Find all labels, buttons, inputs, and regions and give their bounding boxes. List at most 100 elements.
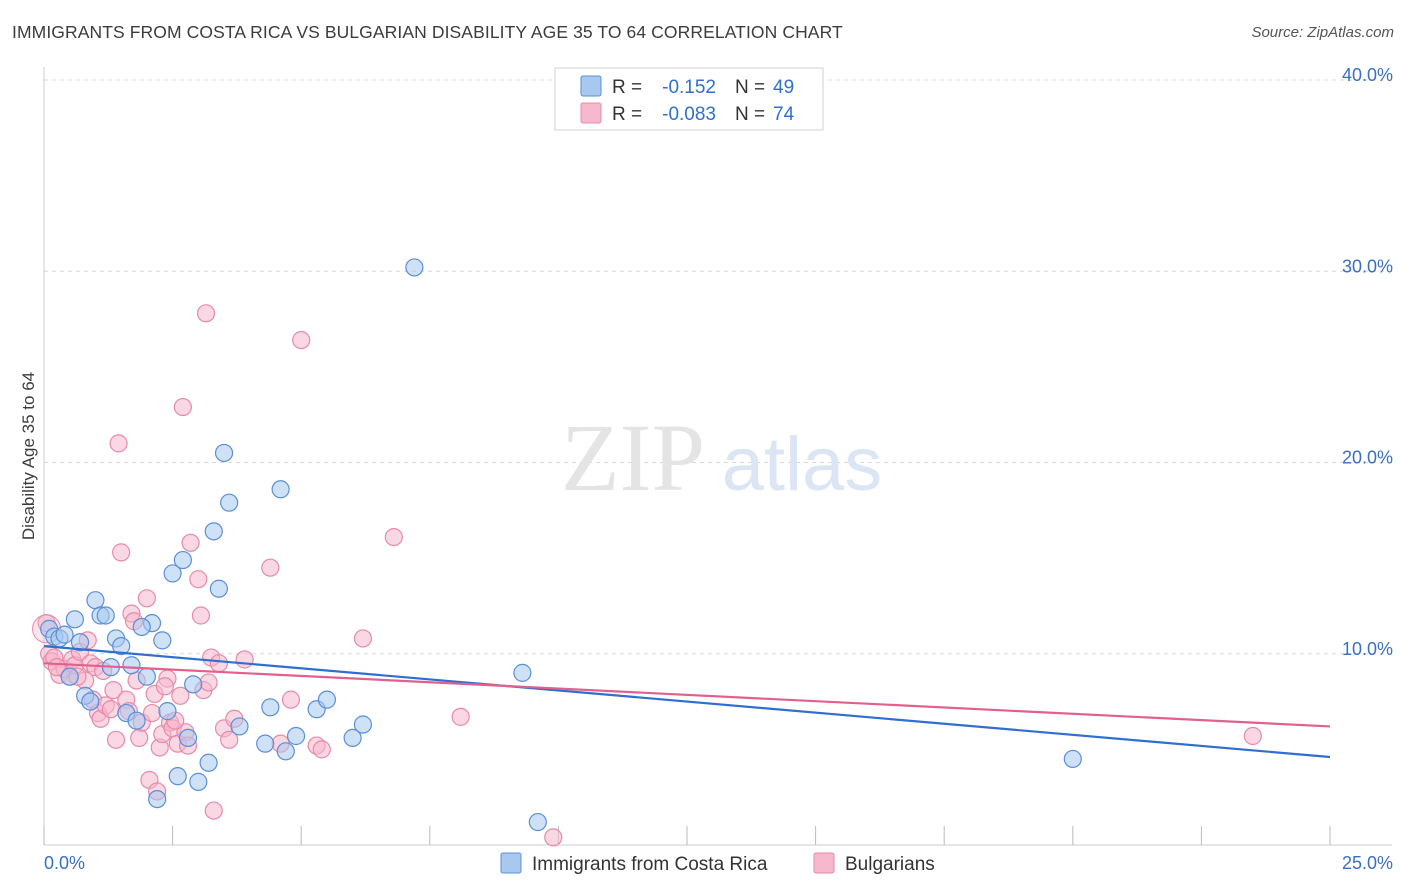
point-bulgarians (261, 558, 280, 577)
point-bulgarians (204, 801, 223, 820)
y-tick-label: 30.0% (1342, 256, 1393, 276)
point-bulgarians (196, 304, 216, 323)
point-costa-rica (178, 728, 198, 748)
y-axis-label: Disability Age 35 to 64 (19, 372, 38, 540)
y-tick-labels: 10.0% 20.0% 30.0% 40.0% (1342, 65, 1393, 659)
point-bulgarians (171, 686, 190, 705)
point-costa-rica (214, 443, 234, 463)
point-costa-rica (132, 617, 151, 637)
point-costa-rica (70, 633, 90, 652)
point-costa-rica (513, 663, 532, 682)
source-label: Source: ZipAtlas.com (1251, 24, 1394, 41)
point-bulgarians (104, 680, 123, 700)
point-costa-rica (276, 742, 295, 761)
series-bulgarians (32, 304, 1262, 847)
bottom-legend: Immigrants from Costa Rica Bulgarians (500, 852, 935, 875)
point-bulgarians (209, 654, 228, 673)
legend: R = -0.152 N = 49 R = -0.083 N = 74 (554, 67, 824, 131)
x-tick-label-max: 25.0% (1342, 853, 1393, 873)
point-bulgarians (1243, 726, 1262, 746)
point-bulgarians (137, 589, 156, 608)
point-costa-rica (353, 715, 373, 734)
point-costa-rica (148, 789, 167, 809)
legend-n-value-2: 74 (773, 104, 795, 125)
point-costa-rica (343, 728, 362, 748)
axes (43, 67, 1392, 846)
legend-r-value-1: -0.152 (662, 77, 716, 98)
point-bulgarians (353, 629, 373, 648)
point-bulgarians (112, 543, 131, 562)
point-costa-rica (271, 480, 290, 499)
bottom-legend-swatch-pink (813, 852, 835, 874)
point-bulgarians (292, 331, 311, 350)
y-tick-label: 10.0% (1342, 639, 1393, 659)
legend-n-label-1: N = (735, 77, 765, 98)
point-bulgarians (199, 673, 218, 692)
point-costa-rica (1063, 749, 1082, 769)
watermark-zip: ZIP (561, 404, 705, 511)
trend-line-costa-rica (43, 645, 1331, 759)
trend-lines (43, 645, 1331, 759)
point-costa-rica (189, 772, 208, 791)
point-bulgarians (130, 728, 149, 748)
y-tick-label: 20.0% (1342, 448, 1393, 468)
point-costa-rica (220, 493, 239, 512)
point-costa-rica (65, 610, 84, 629)
point-bulgarians (101, 700, 120, 719)
trend-line-bulgarians (43, 662, 1331, 728)
point-costa-rica (163, 564, 182, 583)
point-costa-rica (199, 753, 218, 772)
legend-swatch-pink (580, 102, 602, 124)
gridlines (44, 79, 1392, 655)
point-bulgarians (142, 703, 162, 723)
point-costa-rica (204, 522, 223, 541)
point-bulgarians (181, 533, 200, 552)
point-bulgarians (451, 707, 470, 726)
point-costa-rica (405, 258, 424, 277)
point-bulgarians (281, 690, 301, 709)
chart-title: IMMIGRANTS FROM COSTA RICA VS BULGARIAN … (12, 22, 843, 42)
legend-n-label-2: N = (735, 104, 765, 125)
point-costa-rica (81, 692, 100, 711)
point-bulgarians (312, 740, 331, 759)
point-bulgarians (191, 606, 210, 625)
point-costa-rica (261, 698, 280, 717)
bottom-legend-label-pink: Bulgarians (845, 854, 935, 875)
point-costa-rica (286, 726, 306, 746)
point-bulgarians (173, 397, 192, 417)
point-costa-rica (168, 767, 187, 786)
point-costa-rica (230, 717, 249, 736)
point-costa-rica (209, 579, 228, 598)
legend-swatch-blue (580, 75, 602, 97)
point-costa-rica (158, 702, 177, 721)
legend-r-value-2: -0.083 (662, 104, 716, 125)
point-costa-rica (122, 656, 141, 675)
point-costa-rica (153, 631, 172, 650)
point-bulgarians (384, 527, 403, 547)
point-costa-rica (127, 711, 146, 730)
point-bulgarians (106, 730, 126, 749)
point-bulgarians (155, 677, 174, 696)
x-tick-label-min: 0.0% (44, 853, 85, 873)
point-costa-rica (112, 636, 131, 656)
point-costa-rica (55, 625, 74, 644)
point-costa-rica (60, 667, 79, 686)
point-costa-rica (528, 812, 547, 832)
bottom-legend-swatch-blue (500, 852, 522, 874)
legend-r-label-1: R = (612, 77, 642, 98)
legend-n-value-1: 49 (773, 77, 794, 98)
bottom-legend-label-blue: Immigrants from Costa Rica (532, 854, 768, 875)
y-tick-label: 40.0% (1342, 65, 1393, 85)
legend-r-label-2: R = (612, 104, 642, 125)
point-costa-rica (137, 667, 156, 686)
watermark: ZIP atlas (561, 404, 882, 511)
point-costa-rica (173, 550, 192, 570)
watermark-atlas: atlas (722, 422, 883, 507)
point-costa-rica (317, 690, 337, 709)
x-ticks (43, 826, 1331, 845)
series-costa-rica (40, 258, 1082, 832)
point-costa-rica (86, 591, 105, 610)
point-bulgarians (220, 730, 239, 749)
point-costa-rica (96, 606, 115, 625)
point-bulgarians (544, 828, 563, 847)
